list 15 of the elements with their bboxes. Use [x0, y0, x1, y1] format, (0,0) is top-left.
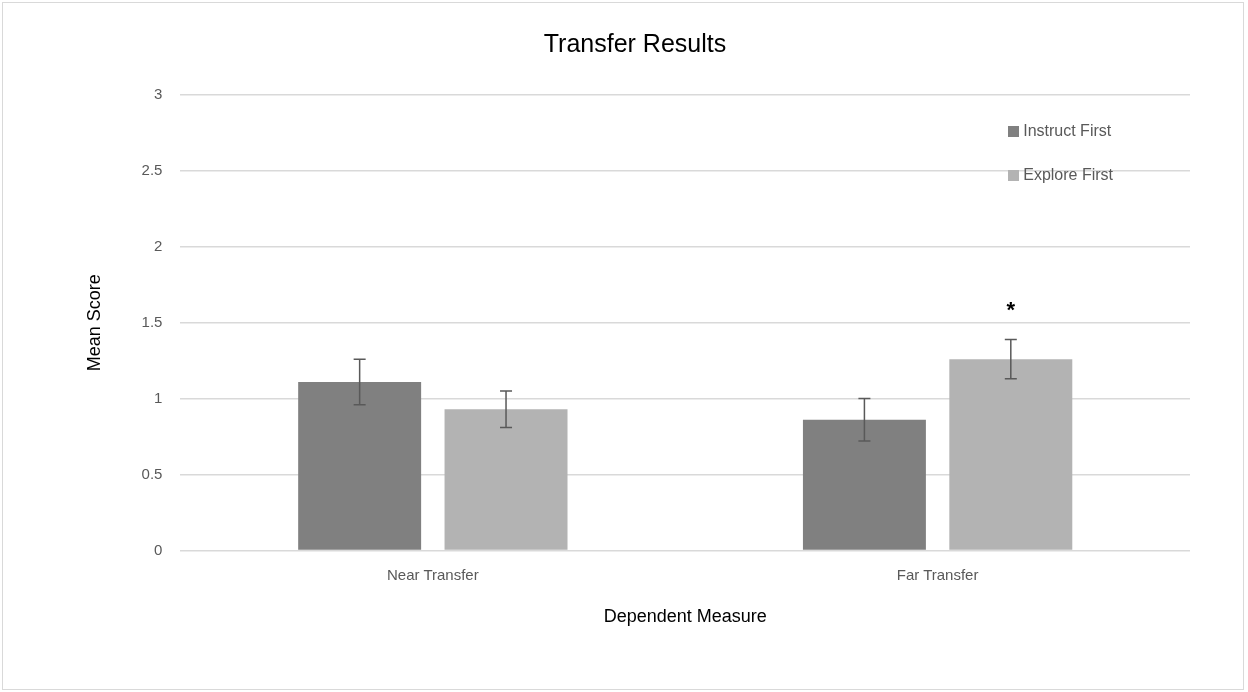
- x-tick-label: Far Transfer: [896, 565, 979, 583]
- legend-label: Instruct First: [1023, 122, 1112, 140]
- y-tick-label: 3: [154, 85, 163, 103]
- legend-label: Explore First: [1023, 166, 1113, 184]
- y-tick-label: 1.5: [141, 312, 163, 330]
- y-tick-label: 2: [154, 236, 163, 254]
- y-tick-label: 1: [154, 388, 163, 406]
- annotation: *: [1006, 297, 1016, 323]
- chart-title: Transfer Results: [543, 28, 727, 57]
- y-tick-label: 0: [154, 540, 163, 558]
- y-axis-title: Mean Score: [83, 274, 104, 372]
- x-tick-label: Near Transfer: [386, 565, 479, 583]
- x-axis-title: Dependent Measure: [603, 606, 767, 627]
- y-tick-label: 2.5: [141, 161, 163, 179]
- y-tick-label: 0.5: [141, 464, 163, 482]
